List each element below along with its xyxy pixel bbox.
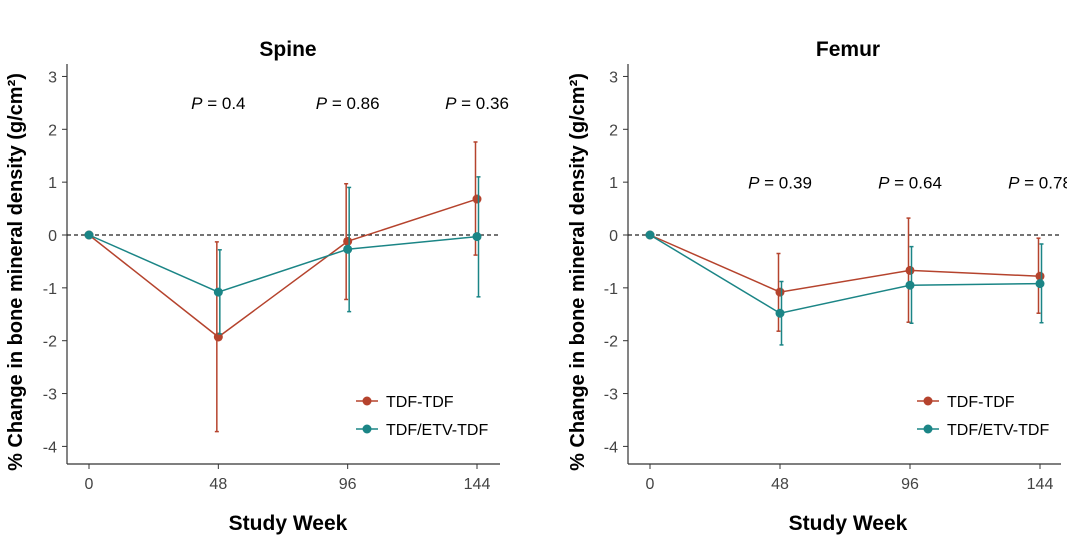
y-tick-label: 0 <box>609 228 618 245</box>
data-point <box>775 308 785 318</box>
y-tick-label: -4 <box>604 439 618 456</box>
legend-swatch-marker <box>923 396 933 406</box>
legend-label: TDF-TDF <box>947 394 1015 411</box>
y-tick-label: -1 <box>604 281 618 298</box>
legend: TDF-TDF TDF/ETV-TDF <box>917 394 1049 439</box>
data-point <box>645 230 655 240</box>
x-tick-label: 96 <box>339 476 357 493</box>
spine-panel: Spine % Change in bone mineral density (… <box>5 38 509 535</box>
y-tick-label: 2 <box>609 122 618 139</box>
data-point <box>472 194 482 204</box>
data-point <box>213 332 223 342</box>
p-value-label: P = 0.39 <box>748 173 812 192</box>
data-point <box>905 280 915 290</box>
y-tick-label: 1 <box>609 175 618 192</box>
data-point <box>775 287 785 297</box>
p-value-annotations: P = 0.39 P = 0.64 P = 0.78 <box>748 173 1067 192</box>
series-tdf-etv-tdf <box>84 176 482 335</box>
legend-label: TDF-TDF <box>386 394 454 411</box>
tick-group: 3 2 1 0 -1 -2 -3 -4 0 48 96 144 <box>604 69 1054 493</box>
series-layer <box>645 217 1045 346</box>
x-tick-label: 48 <box>771 476 789 493</box>
legend-swatch-marker <box>362 424 372 434</box>
x-axis-title: Study Week <box>789 512 908 535</box>
series-layer <box>84 141 482 433</box>
legend-label: TDF/ETV-TDF <box>947 422 1049 439</box>
p-value-label: P = 0.64 <box>878 173 942 192</box>
x-tick-label: 144 <box>464 476 491 493</box>
x-axis-title: Study Week <box>229 512 348 535</box>
y-axis-title: % Change in bone mineral density (g/cm²) <box>567 73 589 471</box>
data-point <box>472 232 482 242</box>
y-tick-label: 3 <box>609 69 618 86</box>
p-value-label: P = 0.78 <box>1008 173 1067 192</box>
tick-group: 3 2 1 0 -1 -2 -3 -4 0 48 96 144 <box>43 69 491 493</box>
panel-title: Spine <box>259 38 316 61</box>
y-tick-label: 0 <box>48 228 57 245</box>
y-tick-label: 1 <box>48 175 57 192</box>
p-value-label: P = 0.4 <box>191 94 245 113</box>
x-tick-label: 0 <box>85 476 94 493</box>
series-line <box>649 234 1041 315</box>
panel-title: Femur <box>816 38 880 61</box>
y-tick-label: -3 <box>43 387 57 404</box>
p-value-label: P = 0.86 <box>316 94 380 113</box>
femur-panel: Femur % Change in bone mineral density (… <box>567 38 1067 535</box>
series-line <box>88 234 478 293</box>
legend-swatch-marker <box>362 396 372 406</box>
y-tick-label: -2 <box>604 334 618 351</box>
x-tick-label: 144 <box>1027 476 1054 493</box>
data-point <box>84 230 94 240</box>
legend-swatch-marker <box>923 424 933 434</box>
y-tick-label: -2 <box>43 334 57 351</box>
legend-label: TDF/ETV-TDF <box>386 422 488 439</box>
data-point <box>905 265 915 275</box>
y-tick-label: -1 <box>43 281 57 298</box>
y-tick-label: 3 <box>48 69 57 86</box>
data-point <box>343 244 353 254</box>
y-tick-label: 2 <box>48 122 57 139</box>
legend: TDF-TDF TDF/ETV-TDF <box>356 394 488 439</box>
data-point <box>343 236 353 246</box>
x-tick-label: 0 <box>646 476 655 493</box>
p-value-annotations: P = 0.4 P = 0.86 P = 0.36 <box>191 94 509 113</box>
y-tick-label: -3 <box>604 387 618 404</box>
series-tdf-etv-tdf <box>645 230 1045 346</box>
series-line <box>88 198 478 338</box>
y-tick-label: -4 <box>43 439 57 456</box>
series-line <box>649 234 1041 293</box>
series-tdf-tdf <box>84 141 482 433</box>
y-axis-title: % Change in bone mineral density (g/cm²) <box>5 73 27 471</box>
x-tick-label: 96 <box>901 476 919 493</box>
x-tick-label: 48 <box>209 476 227 493</box>
data-point <box>1035 279 1045 289</box>
p-value-label: P = 0.36 <box>445 94 509 113</box>
data-point <box>213 287 223 297</box>
